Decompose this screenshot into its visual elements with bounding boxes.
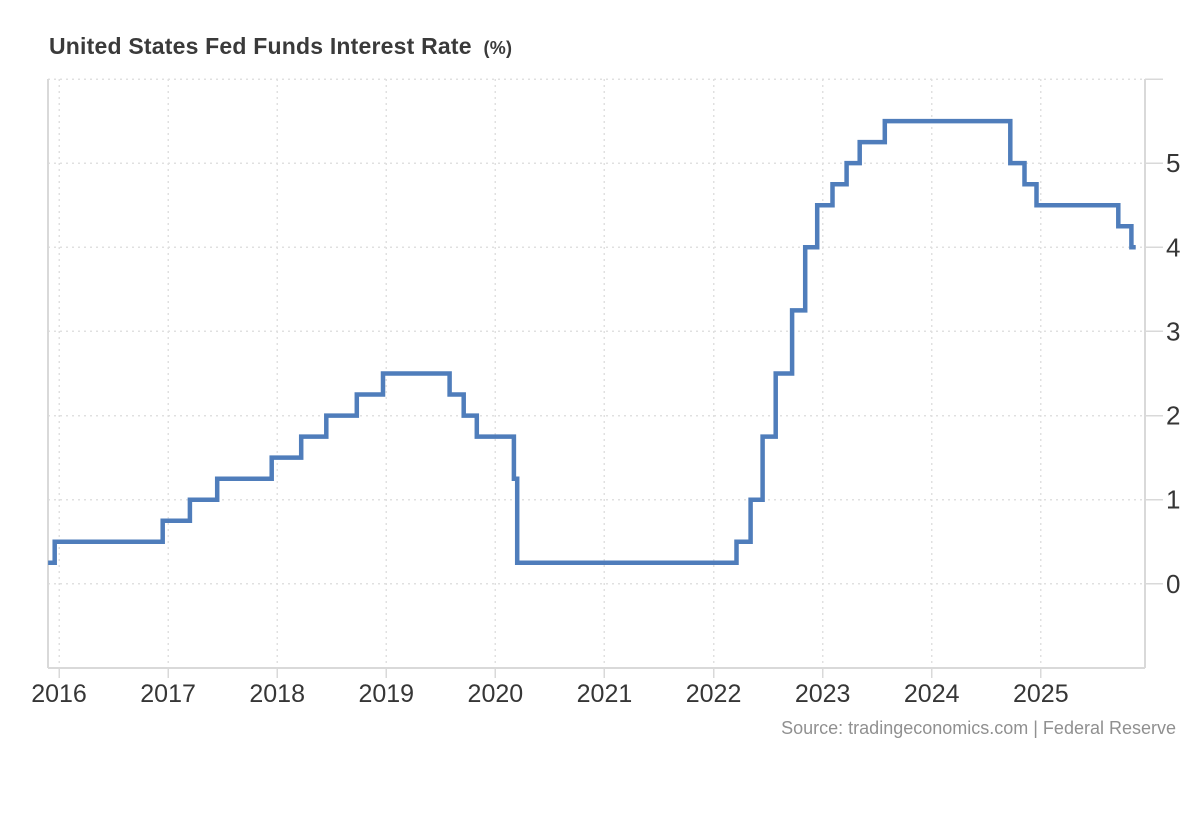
x-tick-label: 2025	[1013, 680, 1069, 708]
y-tick-label: 5	[1166, 148, 1180, 178]
chart-title-unit: (%)	[483, 38, 513, 58]
x-tick-label: 2016	[31, 680, 87, 708]
x-tick-label: 2017	[140, 680, 196, 708]
chart-title-text: United States Fed Funds Interest Rate	[49, 33, 472, 59]
page-title: United States Fed Funds Interest Rate (%…	[49, 33, 512, 60]
x-tick-label: 2020	[468, 680, 524, 708]
fed-funds-rate-line	[48, 118, 1136, 566]
x-tick-label: 2022	[686, 680, 742, 708]
y-tick-label: 2	[1166, 401, 1180, 431]
y-tick-label: 1	[1166, 485, 1180, 515]
x-tick-label: 2018	[249, 680, 305, 708]
y-tick-label: 4	[1166, 232, 1180, 262]
y-tick-label: 3	[1166, 316, 1180, 346]
x-tick-label: 2021	[577, 680, 633, 708]
x-tick-label: 2023	[795, 680, 851, 708]
source-credit: Source: tradingeconomics.com | Federal R…	[781, 718, 1176, 738]
x-tick-label: 2019	[358, 680, 414, 708]
y-tick-label: 0	[1166, 569, 1180, 599]
x-tick-label: 2024	[904, 680, 960, 708]
